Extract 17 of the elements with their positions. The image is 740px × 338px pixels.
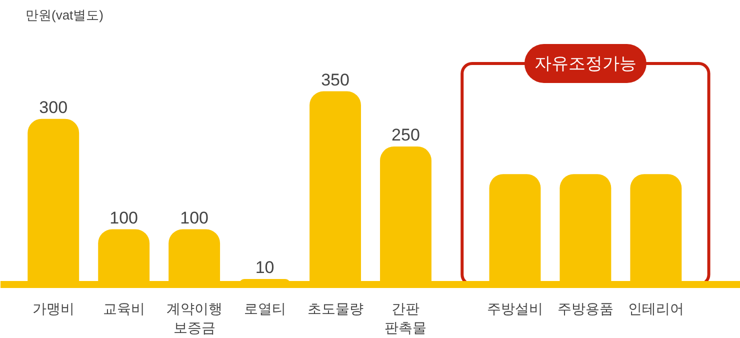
x-tick-label: 로열티 [244,300,286,316]
data-label: 10 [255,258,274,277]
x-tick-label: 가맹비 [32,300,74,316]
text: 만원(vat별도) [26,8,104,22]
x-tick-label: 교육비 [102,300,145,316]
data-label: 100 [180,208,209,228]
data-label: 350 [321,70,350,90]
x-tick-label: 초도물량 [307,300,364,316]
x-tick-label: 간판 판촉물 [384,300,427,336]
data-label: 100 [110,208,138,228]
x-tick-label: 주방용품 [557,300,614,316]
text: 자유조정가능 [534,54,636,73]
data-label: 300 [39,98,68,117]
x-tick-label: 주방설비 [486,300,543,316]
data-label: 250 [392,125,420,144]
x-tick-label: 인테리어 [628,300,684,316]
x-tick-label: 계약이행 보증금 [166,300,222,336]
